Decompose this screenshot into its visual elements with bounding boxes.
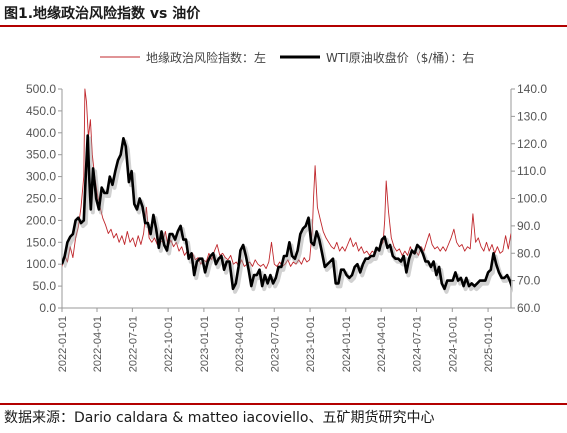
x-tick-label: 2025-01-01	[483, 316, 495, 372]
right-tick-label: 110.0	[517, 164, 546, 178]
right-tick-label: 80.0	[517, 246, 541, 260]
x-tick-label: 2022-07-01	[127, 316, 139, 372]
left-tick-label: 0.0	[39, 301, 56, 315]
right-tick-label: 130.0	[517, 109, 547, 123]
x-tick-label: 2023-10-01	[305, 316, 317, 372]
axes: 0.0 50.0 100.0 150.0 200.0 250.0 300.0 350.0 400…	[26, 82, 547, 372]
chart-title: 图1.地缘政治风险指数 vs 油价	[4, 6, 201, 22]
legend-label-geopolitical-risk: 地缘政治风险指数：左	[146, 50, 266, 65]
x-tick-label: 2023-04-01	[234, 316, 246, 372]
x-tick-label: 2024-01-01	[341, 316, 353, 372]
left-tick-label: 300.0	[26, 170, 56, 184]
series-layer	[62, 88, 513, 294]
legend-label-wti-price: WTI原油收盘价（$/桶）：右	[326, 50, 474, 65]
left-tick-label: 150.0	[26, 235, 56, 249]
left-tick-label: 100.0	[26, 257, 56, 271]
right-tick-label: 140.0	[517, 82, 547, 96]
right-tick-label: 60.0	[517, 301, 541, 315]
series-shadow-wti-price	[64, 136, 513, 294]
left-tick-label: 500.0	[26, 82, 56, 96]
series-line-geopolitical-risk	[62, 88, 511, 270]
left-tick-label: 450.0	[26, 104, 56, 118]
left-tick-label: 200.0	[26, 213, 56, 227]
x-tick-label: 2022-04-01	[92, 316, 104, 372]
x-tick-label: 2023-01-01	[199, 316, 211, 372]
series-line-wti-price	[62, 134, 511, 291]
source-note: 数据来源：Dario caldara & matteo iacoviello、五…	[4, 410, 435, 426]
title-rule	[0, 25, 567, 27]
legend: 地缘政治风险指数：左 WTI原油收盘价（$/桶）：右	[100, 50, 474, 65]
left-tick-label: 400.0	[26, 126, 56, 140]
x-tick-label: 2022-01-01	[57, 316, 69, 372]
left-tick-label: 350.0	[26, 148, 56, 162]
x-tick-label: 2023-07-01	[269, 316, 281, 372]
right-tick-label: 90.0	[517, 219, 541, 233]
x-tick-label: 2022-10-01	[163, 316, 175, 372]
x-tick-label: 2024-04-01	[376, 316, 388, 372]
left-tick-label: 250.0	[26, 192, 56, 206]
x-tick-label: 2024-07-01	[412, 316, 424, 372]
left-tick-label: 50.0	[33, 279, 57, 293]
right-tick-label: 120.0	[517, 137, 547, 151]
x-tick-label: 2024-10-01	[447, 316, 459, 372]
right-tick-label: 70.0	[517, 274, 541, 288]
source-rule	[0, 403, 567, 405]
right-tick-label: 100.0	[517, 192, 547, 206]
